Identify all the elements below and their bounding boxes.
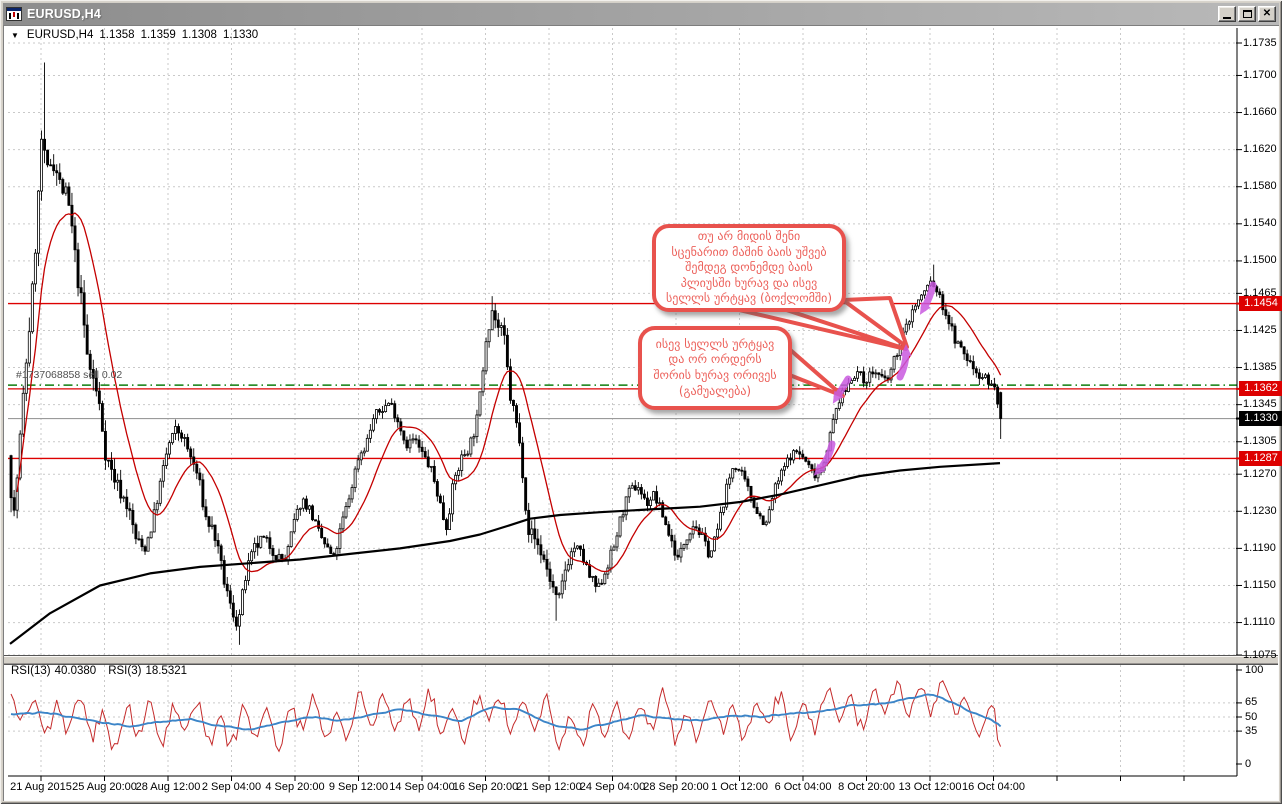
rsi13-label: RSI(13) — [11, 665, 51, 677]
rsi-indicator-label: RSI(13) 40.0380 RSI(3) 18.5321 — [11, 665, 187, 677]
symbol-label: EURUSD,H4 — [26, 29, 94, 41]
rsi13-value: 40.0380 — [54, 665, 97, 677]
callout-text-line: თუ არ მიდის შენი — [697, 229, 801, 244]
close-icon: ✕ — [1262, 8, 1272, 19]
open-value: 1.1358 — [99, 29, 135, 41]
window-title: EURUSD,H4 — [27, 7, 102, 21]
window-titlebar[interactable]: EURUSD,H4 ✕ — [3, 3, 1279, 25]
order-line-label[interactable]: #1737068858 sell 0.02 — [16, 369, 123, 381]
minimize-button[interactable] — [1218, 6, 1236, 22]
chart-window-icon — [6, 7, 22, 21]
minimize-icon — [1223, 17, 1231, 19]
callout-text-line: შორის ხურავ ორივეს — [653, 368, 777, 382]
ohlc-header: ▼ EURUSD,H4 1.1358 1.1359 1.1308 1.1330 — [11, 29, 258, 41]
callout-text-line: სცენარით მაშინ ბაის უშვებ — [671, 244, 827, 259]
maximize-icon — [1242, 10, 1252, 18]
callout-text-line: და ორ ორდერს — [668, 352, 762, 367]
rsi3-value: 18.5321 — [145, 665, 188, 677]
close-value: 1.1330 — [222, 29, 259, 41]
callout-text-line: (გამუალება) — [678, 383, 752, 398]
close-button[interactable]: ✕ — [1258, 6, 1276, 22]
callout-bubble-2[interactable]: ისევ სელლს ურტყავ და ორ ორდერს შორის ხურ… — [638, 326, 792, 410]
callout-text-line: ისევ სელლს ურტყავ — [655, 336, 775, 351]
callout-text-line: შემდეგ დონემდე ბაის — [685, 260, 813, 275]
maximize-button[interactable] — [1238, 6, 1256, 22]
callout-bubble-1[interactable]: თუ არ მიდის შენი სცენარით მაშინ ბაის უშვ… — [652, 224, 846, 312]
low-value: 1.1308 — [181, 29, 217, 41]
callout-text-line: სელლს ურტყავ (ბოქლომში) — [666, 291, 832, 306]
pane-splitter[interactable] — [4, 655, 1278, 665]
high-value: 1.1359 — [140, 29, 176, 41]
chart-client-area — [3, 25, 1279, 801]
rsi3-label: RSI(3) — [108, 665, 142, 677]
chevron-down-icon[interactable]: ▼ — [11, 30, 19, 40]
callout-text-line: პლიუსში ხურავ და ისევ — [680, 275, 818, 290]
